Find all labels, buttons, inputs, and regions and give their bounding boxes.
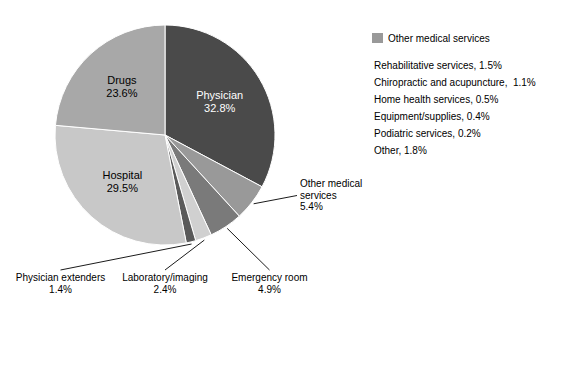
slices [55, 25, 275, 245]
legend-item: Other, 1.8% [374, 145, 427, 156]
leader-line [165, 240, 204, 270]
slice-label: Laboratory/imaging [122, 272, 208, 283]
slice-label-line: Physician [196, 89, 243, 101]
chart: Physician32.8% Hospital29.5% Drugs23.6% Oth… [0, 0, 564, 387]
pie [55, 25, 275, 245]
slice-label: Physician extenders [16, 272, 106, 283]
legend-item: Podiatric services, 0.2% [374, 128, 481, 139]
slice-label: Physician [196, 89, 243, 101]
slice-label-line: Drugs [107, 74, 137, 86]
slice-label-line: Physician extenders [16, 272, 106, 283]
legend-item: Rehabilitative services, 1.5% [374, 60, 502, 71]
slice-label: Hospital [102, 169, 142, 181]
legend-swatch [372, 33, 383, 43]
legend-title: Other medical services [388, 33, 490, 44]
slice-label: Other medicalservices [300, 177, 362, 200]
slice-label-line: Hospital [102, 169, 142, 181]
data-label: 5.4% [300, 201, 323, 212]
data-label: 2.4% [154, 284, 177, 295]
legend-item: Home health services, 0.5% [374, 94, 499, 105]
slice [55, 25, 165, 135]
leader-lines [61, 196, 298, 271]
legend: Other medical services Rehabilitative ser… [372, 33, 536, 156]
data-label: 23.6% [106, 87, 137, 99]
data-label: 32.8% [204, 102, 235, 114]
slice-label: Drugs [107, 74, 137, 86]
data-label: 1.4% [49, 284, 72, 295]
data-label: 4.9% [258, 284, 281, 295]
labels: Physician32.8% Hospital29.5% Drugs23.6% Oth… [16, 74, 363, 295]
leader-line [227, 228, 269, 270]
data-label: 29.5% [107, 182, 138, 194]
slice-label: Emergency room [231, 272, 307, 283]
legend-item: Equipment/supplies, 0.4% [374, 111, 490, 122]
leader-line [61, 244, 192, 270]
slice [55, 125, 186, 245]
slice-label-line: services [300, 189, 337, 200]
slice-label-line: Other medical [300, 177, 362, 188]
legend-item: Chiropractic and acupuncture, 1.1% [374, 77, 536, 88]
slice-label-line: Emergency room [231, 272, 307, 283]
slice-label-line: Laboratory/imaging [122, 272, 208, 283]
leader-line [254, 196, 297, 204]
